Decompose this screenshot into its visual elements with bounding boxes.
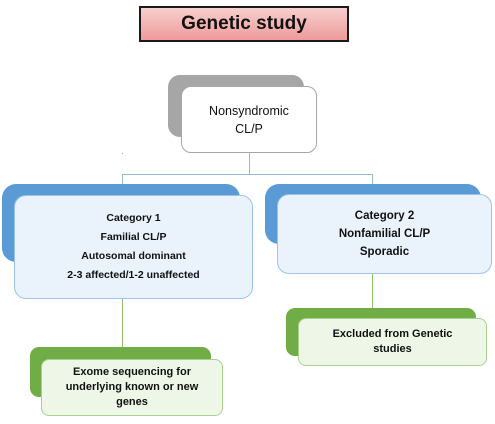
category1-line3: 2-3 affected/1-2 unaffected — [67, 269, 200, 281]
category2-node: Category 2 Nonfamilial CL/P Sporadic — [277, 194, 492, 274]
category2-line1: Nonfamilial CL/P — [338, 228, 431, 240]
connector-branch-horizontal — [122, 174, 373, 175]
nonsyndromic-line1: Nonsyndromic — [209, 103, 289, 118]
connector-root-down — [122, 153, 123, 154]
category1-line2: Autosomal dominant — [81, 250, 186, 262]
nonsyndromic-node: Nonsyndromic CL/P — [181, 86, 317, 153]
exome-line2: underlying known or new — [65, 381, 199, 393]
category1-heading: Category 1 — [106, 212, 161, 224]
excluded-line2: studies — [373, 343, 412, 355]
category1-line1: Familial CL/P — [100, 231, 167, 243]
nonsyndromic-line2: CL/P — [235, 121, 263, 136]
category1-node: Category 1 Familial CL/P Autosomal domin… — [14, 195, 253, 299]
connector-category1-to-exome — [122, 299, 123, 347]
connector-to-category2 — [372, 174, 373, 184]
category2-heading: Category 2 — [354, 210, 415, 222]
exome-line1: Exome sequencing for — [73, 366, 191, 378]
diagram-title: Genetic study — [139, 6, 349, 42]
connector-category2-to-excluded — [372, 274, 373, 308]
exome-line3: genes — [116, 396, 148, 408]
exome-node: Exome sequencing for underlying known or… — [41, 359, 223, 416]
connector-to-category1 — [122, 174, 123, 184]
diagram-title-text: Genetic study — [181, 13, 307, 34]
excluded-node: Excluded from Genetic studies — [298, 318, 487, 366]
category2-line2: Sporadic — [359, 246, 410, 258]
connector-root-stem — [249, 153, 250, 174]
excluded-line1: Excluded from Genetic — [332, 328, 453, 340]
